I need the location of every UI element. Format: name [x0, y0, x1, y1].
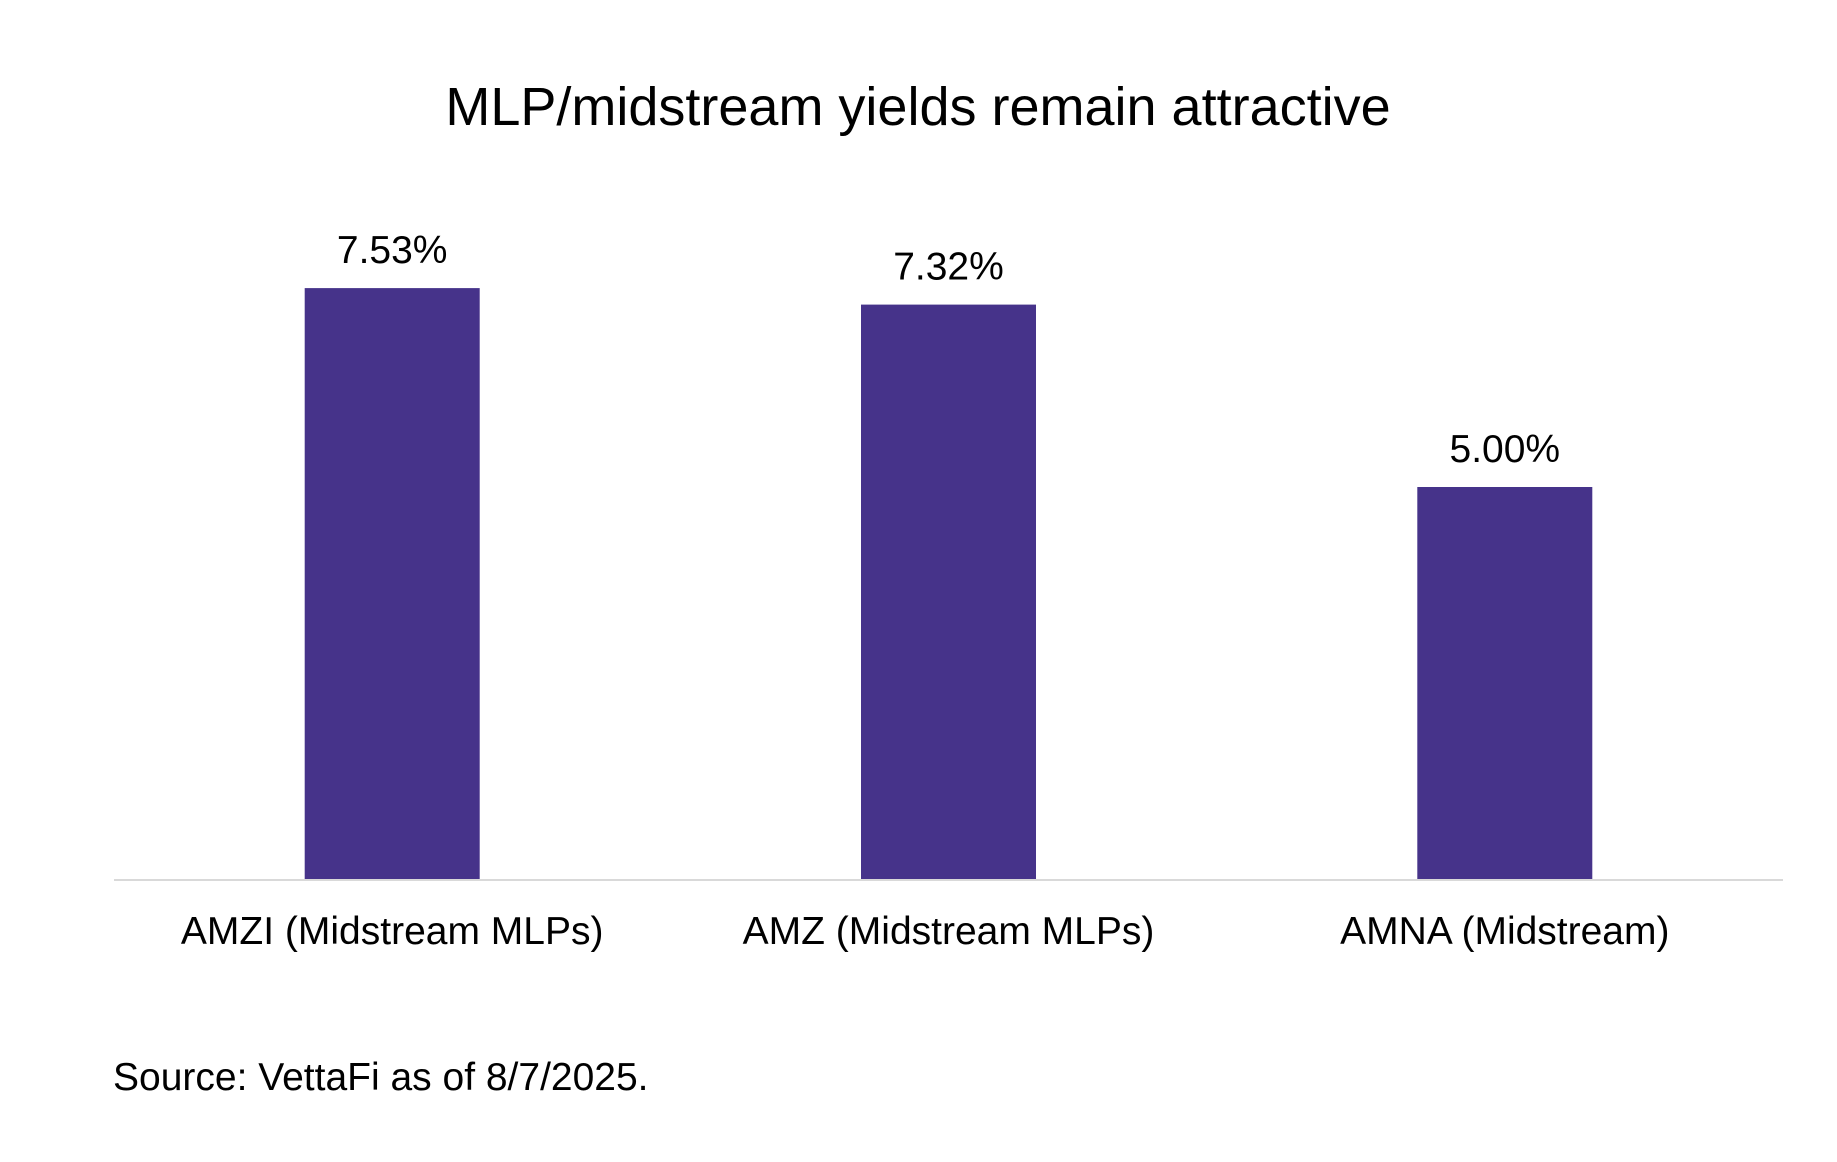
source-note: Source: VettaFi as of 8/7/2025.: [113, 1056, 649, 1099]
bar-3: [1417, 487, 1593, 880]
bar-1: [304, 288, 480, 881]
chart-title: MLP/midstream yields remain attractive: [445, 77, 1390, 137]
data-label-2: 7.32%: [893, 246, 1004, 289]
data-label-1: 7.53%: [337, 229, 448, 272]
bars-group: 7.53% 7.32% 5.00%: [304, 229, 1593, 881]
x-tick-labels: AMZI (Midstream MLPs) AMZ (Midstream MLPs…: [181, 910, 1670, 953]
x-tick-label-3: AMNA (Midstream): [1340, 910, 1669, 953]
bar-2: [861, 304, 1036, 881]
x-tick-label-2: AMZ (Midstream MLPs): [743, 910, 1155, 953]
data-label-3: 5.00%: [1450, 428, 1561, 471]
x-tick-label-1: AMZI (Midstream MLPs): [181, 910, 604, 953]
